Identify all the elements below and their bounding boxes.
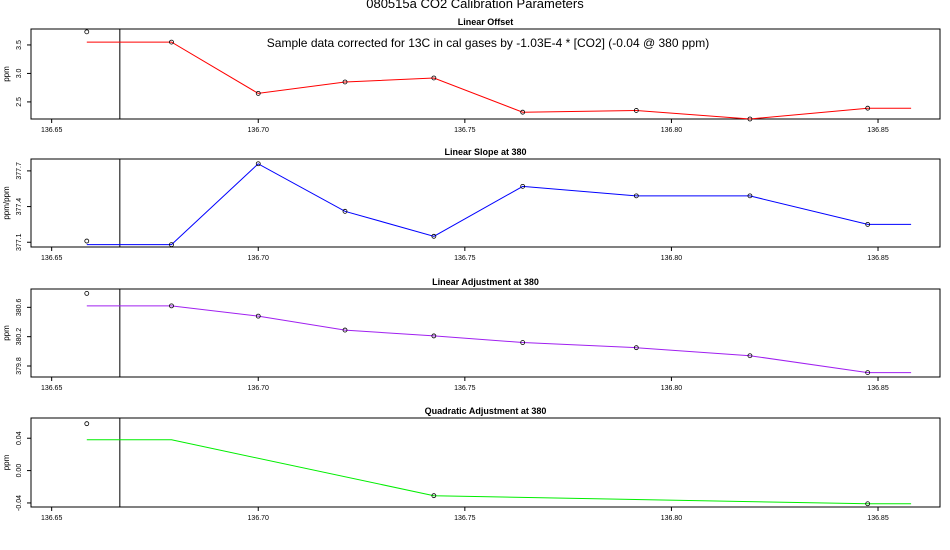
x-tick-label: 136.65 bbox=[41, 127, 63, 134]
x-tick-label: 136.85 bbox=[867, 127, 889, 134]
x-tick-label: 136.70 bbox=[248, 255, 270, 262]
x-tick-label: 136.80 bbox=[661, 515, 683, 522]
panel-title: Linear Offset bbox=[458, 17, 514, 27]
x-tick-label: 136.65 bbox=[41, 515, 63, 522]
x-tick-label: 136.75 bbox=[454, 385, 476, 392]
series-line bbox=[86, 305, 912, 374]
x-tick-label: 136.80 bbox=[661, 385, 683, 392]
data-point bbox=[865, 222, 871, 227]
panel-4: Quadratic Adjustment at 380 ppm 136.65 136.… bbox=[2, 406, 941, 522]
series-line bbox=[86, 163, 912, 246]
y-tick-label: -0.04 bbox=[16, 495, 23, 511]
x-tick-label: 136.65 bbox=[41, 255, 63, 262]
data-point bbox=[633, 108, 639, 113]
data-point bbox=[431, 75, 437, 81]
data-point bbox=[169, 242, 174, 248]
y-tick-label: 379.8 bbox=[16, 357, 23, 375]
data-point bbox=[255, 161, 261, 167]
data-point bbox=[84, 238, 90, 244]
y-axis-label: ppm bbox=[2, 454, 11, 470]
x-tick-label: 136.70 bbox=[248, 515, 270, 522]
data-point bbox=[84, 421, 90, 427]
data-point bbox=[342, 208, 348, 214]
data-point bbox=[865, 105, 871, 111]
data-point bbox=[865, 501, 871, 507]
data-point bbox=[520, 183, 526, 189]
data-point bbox=[84, 29, 90, 35]
y-axis-label: ppm bbox=[2, 325, 11, 341]
annotation-text: Sample data corrected for 13C in cal gas… bbox=[267, 36, 709, 50]
data-point bbox=[431, 333, 437, 339]
x-tick-label: 136.75 bbox=[454, 255, 476, 262]
x-tick-label: 136.85 bbox=[867, 255, 889, 262]
panel-1: Linear Offset ppm 136.65 136.70 136.75 136.80… bbox=[2, 17, 941, 134]
x-tick-label: 136.80 bbox=[661, 255, 683, 262]
y-tick-label: 377.7 bbox=[16, 162, 23, 180]
plot-frame bbox=[30, 28, 941, 120]
x-tick-label: 136.70 bbox=[248, 385, 270, 392]
panel-title: Quadratic Adjustment at 380 bbox=[425, 406, 547, 416]
x-tick-label: 136.65 bbox=[41, 385, 63, 392]
plot-frame bbox=[30, 417, 941, 508]
data-point bbox=[431, 233, 437, 239]
data-point bbox=[255, 90, 261, 96]
x-tick-label: 136.70 bbox=[248, 127, 270, 134]
plot-frame bbox=[30, 158, 941, 248]
data-point bbox=[633, 193, 639, 199]
data-point bbox=[633, 345, 639, 351]
data-point bbox=[342, 79, 348, 85]
y-tick-label: 3.0 bbox=[16, 68, 23, 78]
x-tick-label: 136.75 bbox=[454, 127, 476, 134]
y-tick-label: 377.1 bbox=[16, 233, 23, 251]
x-tick-label: 136.80 bbox=[661, 127, 683, 134]
y-axis-label: ppm bbox=[2, 66, 11, 82]
y-tick-label: 0.04 bbox=[16, 431, 23, 445]
data-point bbox=[747, 353, 753, 359]
data-point bbox=[169, 303, 174, 309]
data-point bbox=[255, 313, 261, 319]
page-title: 080515a CO2 Calibration Parameters bbox=[366, 0, 584, 11]
y-axis-label: ppm/ppm bbox=[2, 186, 11, 220]
data-point bbox=[84, 290, 90, 296]
y-tick-label: 2.5 bbox=[16, 97, 23, 107]
x-tick-label: 136.75 bbox=[454, 515, 476, 522]
y-tick-label: 3.5 bbox=[16, 40, 23, 50]
y-tick-label: 380.2 bbox=[16, 328, 23, 346]
panel-3: Linear Adjustment at 380 ppm 136.65 136.70 1… bbox=[2, 277, 941, 392]
data-point bbox=[431, 493, 437, 499]
data-point bbox=[520, 109, 526, 115]
data-point bbox=[169, 39, 174, 45]
panel-2: Linear Slope at 380 ppm/ppm 136.65 136.70 13… bbox=[2, 147, 941, 262]
data-point bbox=[520, 340, 526, 345]
data-point bbox=[747, 116, 753, 122]
data-point bbox=[342, 327, 348, 333]
x-tick-label: 136.85 bbox=[867, 385, 889, 392]
panel-title: Linear Adjustment at 380 bbox=[432, 277, 539, 287]
y-tick-label: 380.6 bbox=[16, 298, 23, 316]
y-tick-label: 0.00 bbox=[16, 464, 23, 478]
y-tick-label: 377.4 bbox=[16, 198, 23, 216]
plot-frame bbox=[30, 288, 941, 378]
panel-title: Linear Slope at 380 bbox=[444, 147, 526, 157]
series-line bbox=[86, 41, 912, 120]
data-point bbox=[747, 193, 753, 199]
x-tick-label: 136.85 bbox=[867, 515, 889, 522]
data-point bbox=[865, 370, 871, 376]
series-line bbox=[86, 439, 912, 505]
